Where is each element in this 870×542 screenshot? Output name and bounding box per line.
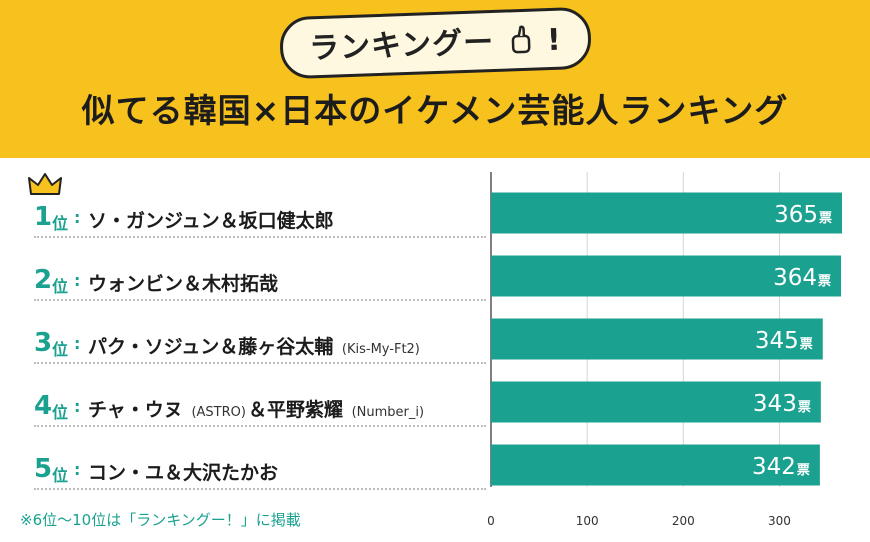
- rank-row-3: 3 位 : パク・ソジュン＆藤ヶ谷太輔 (Kis-My-Ft2): [34, 322, 486, 364]
- rank-name-text-2: ＆平野紫耀: [247, 399, 343, 421]
- rank-name: ウォンビン＆木村拓哉: [88, 269, 278, 296]
- rank-colon: :: [74, 397, 81, 416]
- rank-row-5: 5 位 : コン・ユ＆大沢たかお: [34, 448, 486, 490]
- crown-icon: [28, 172, 62, 202]
- rank-group-name-2: (Number_i): [351, 405, 425, 420]
- bar: [491, 444, 820, 486]
- rank-unit: 位: [52, 403, 69, 422]
- rank-row-4: 4 位 : チャ・ウヌ (ASTRO) ＆平野紫耀 (Number_i): [34, 385, 486, 427]
- bar-value-label: 342票: [752, 454, 810, 480]
- rank-colon: :: [74, 334, 81, 353]
- x-tick-label: 0: [487, 514, 495, 528]
- site-logo[interactable]: ランキングー !: [0, 6, 870, 79]
- rank-name: チャ・ウヌ (ASTRO) ＆平野紫耀 (Number_i): [88, 395, 426, 422]
- bar: [491, 318, 823, 360]
- rank-number: 4: [34, 391, 53, 421]
- rank-name-text: コン・ユ＆大沢たかお: [88, 462, 279, 484]
- bar: [491, 255, 842, 297]
- bar-value-label: 343票: [753, 391, 811, 417]
- rank-row-2: 2 位 : ウォンビン＆木村拓哉: [34, 259, 486, 301]
- rank-name: コン・ユ＆大沢たかお: [88, 458, 278, 485]
- rank-name: ソ・ガンジュン＆坂口健太郎: [88, 206, 334, 233]
- thumbs-up-icon: [509, 23, 536, 62]
- bar-value-label: 364票: [773, 265, 831, 291]
- rank-colon: :: [74, 460, 81, 479]
- rank-name: パク・ソジュン＆藤ヶ谷太輔 (Kis-My-Ft2): [88, 332, 422, 359]
- rank-number: 2: [34, 265, 53, 295]
- rank-unit: 位: [52, 466, 69, 485]
- rank-unit: 位: [52, 340, 69, 359]
- rank-number: 5: [34, 454, 53, 484]
- rank-group-name: (Kis-My-Ft2): [341, 342, 420, 357]
- x-tick-label: 200: [672, 514, 695, 528]
- x-tick-label: 300: [768, 514, 791, 528]
- rank-unit: 位: [52, 214, 69, 233]
- bar: [491, 381, 821, 423]
- rank-colon: :: [74, 208, 81, 227]
- rank-name-text: チャ・ウヌ: [88, 399, 183, 421]
- x-tick-label: 100: [576, 514, 599, 528]
- rank-name-text: ウォンビン＆木村拓哉: [88, 273, 279, 295]
- footnote[interactable]: ※6位〜10位は「ランキングー！」に掲載: [20, 511, 301, 529]
- rank-row-1: 1 位 : ソ・ガンジュン＆坂口健太郎: [34, 196, 486, 238]
- page-title: 似てる韓国×日本のイケメン芸能人ランキング: [81, 91, 789, 130]
- logo-speech-bubble: ランキングー !: [278, 6, 592, 79]
- rank-number: 3: [34, 328, 53, 358]
- bar: [491, 192, 842, 234]
- rank-name-text: ソ・ガンジュン＆坂口健太郎: [88, 210, 334, 232]
- rank-number: 1: [34, 202, 53, 232]
- bar-value-label: 345票: [755, 328, 813, 354]
- header-banner: ランキングー ! 似てる韓国×日本のイケメン芸能人ランキング: [0, 0, 870, 158]
- bar-value-label: 365票: [774, 202, 832, 228]
- rank-colon: :: [74, 271, 81, 290]
- rank-group-name: (ASTRO): [191, 405, 246, 420]
- rank-name-text: パク・ソジュン＆藤ヶ谷太輔: [88, 336, 334, 358]
- rank-unit: 位: [52, 277, 69, 296]
